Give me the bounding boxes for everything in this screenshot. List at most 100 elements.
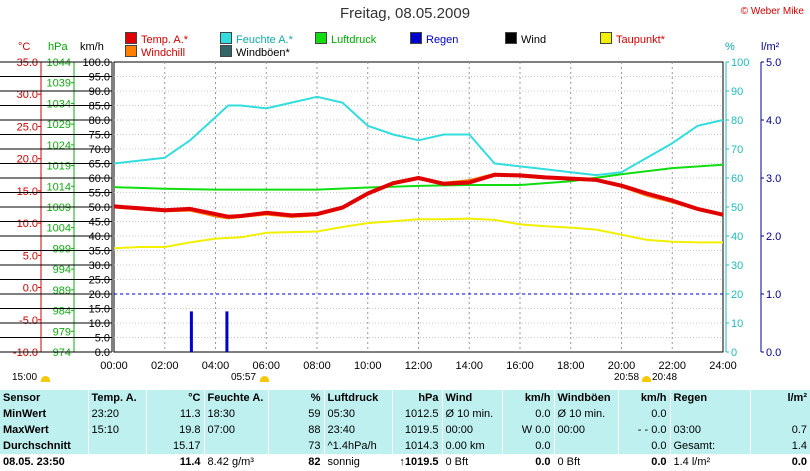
table-cell: Windböen [553,390,618,406]
table-cell: % [267,390,324,406]
sun-label-left: 15:00 [12,372,38,383]
table-cell: - - 0.0 [617,422,670,438]
temp-tick-label: 35.0 [17,57,38,69]
sunset-icon [642,376,651,382]
pressure-tick-label: 974 [53,347,71,359]
humidity-tick-label: 70 [731,144,743,156]
humidity-tick-label: 20 [731,289,743,301]
legend-label: Wind [521,34,547,46]
temp-tick-label: 30.0 [17,89,38,101]
table-cell: 8.42 g/m³ [203,454,268,470]
table-cell: Durchschnitt [3,440,71,452]
table-cell: 0.0 [501,454,554,470]
table-cell [203,438,268,454]
table-cell: 82 [267,454,324,470]
table-cell: 11.4 [145,454,204,470]
legend-label: Windchill [141,47,186,59]
humidity-tick-label: 50 [731,202,743,214]
rain-bar [189,311,193,352]
rain-tick-label: 3.0 [766,173,781,185]
x-tick-label: 20:00 [608,360,636,372]
rain-tick-label: 4.0 [766,115,781,127]
legend-item: Regen [410,32,458,46]
table-cell: 0.00 km [441,438,502,454]
humidity-tick-label: 0 [731,347,737,359]
table-cell: 11.3 [145,406,204,422]
legend-label: Luftdruck [331,34,377,46]
legend-label: Temp. A.* [141,34,189,46]
wind-tick-label: 15.0 [89,304,110,316]
table-cell: °C [145,390,204,406]
legend-swatch [410,32,422,44]
temp-tick-label: 25.0 [17,121,38,133]
series-line-temp-a- [113,172,724,219]
pressure-tick-label: 1019 [47,161,71,173]
legend-item: Wind [505,32,546,46]
legend-item: Feuchte A.* [220,32,293,46]
table-cell: 0.0 [501,438,554,454]
chart-axes: 00:00 02:00 04:00 06:00 08:00 10:00 12:00 14:00… [0,57,781,372]
table-row: MinWert 23:20 11.3 18:30 59 05:30 1012.5 Ø 10 m… [0,406,810,422]
humidity-tick-label: 60 [731,173,743,185]
table-cell: 1.4 l/m² [669,454,750,470]
pressure-tick-label: 994 [53,264,71,276]
table-cell [87,438,146,454]
table-row: Sensor Temp. A. °C Feuchte A.% Luftdruck hPa W… [0,390,810,406]
pressure-tick-label: 1034 [47,98,71,110]
wind-tick-label: 0.0 [95,347,110,359]
wind-tick-label: 20.0 [89,289,110,301]
x-tick-label: 18:00 [557,360,585,372]
table-cell: Regen [669,390,750,406]
x-tick-label: 16:00 [506,360,534,372]
x-tick-label: 08:00 [303,360,331,372]
wind-tick-label: 100.0 [82,57,110,69]
table-cell: 15.17 [145,438,204,454]
table-cell: 0.0 [749,454,810,470]
temp-tick-label: 15.0 [17,186,38,198]
legend-item: Windböen* [220,45,290,59]
legend-swatch [315,32,327,44]
table-row: MaxWert 15:10 19.8 07:00 88 23:40 1019.5 00:00 W… [0,422,810,438]
x-tick-label: 04:00 [202,360,230,372]
wind-tick-label: 25.0 [89,275,110,287]
wind-tick-label: 35.0 [89,246,110,258]
wind-tick-label: 30.0 [89,260,110,272]
x-tick-label: 02:00 [151,360,179,372]
legend-swatch [220,45,232,57]
weather-chart: 00:00 02:00 04:00 06:00 08:00 10:00 12:00 14:00… [0,57,781,372]
sun-icon-left [41,376,50,382]
rain-bar [225,311,229,352]
x-tick-label: 10:00 [354,360,382,372]
rain-tick-label: 1.0 [766,289,781,301]
table-cell: 05:30 [323,406,392,422]
table-row: Durchschnitt 15.17 73 ^1.4hPa/h 1014.3 0.00 k… [0,438,810,454]
table-row: 08.05. 23:50 11.4 8.42 g/m³ 82 sonnig ↑1019.5… [0,454,810,470]
series-line-feuchte-a- [113,95,724,177]
table-cell: 03:00 [669,422,750,438]
wind-tick-label: 45.0 [89,217,110,229]
table-cell: l/m² [749,390,810,406]
x-tick-label: 14:00 [455,360,483,372]
table-cell: km/h [501,390,554,406]
wind-tick-label: 55.0 [89,188,110,200]
pressure-tick-label: 984 [53,306,71,318]
x-tick-label: 22:00 [658,360,686,372]
table-cell: W 0.0 [501,422,554,438]
wind-tick-label: 5.0 [95,333,110,345]
unit-rain: l/m² [761,41,780,53]
table-cell: 23:20 [87,406,146,422]
pressure-tick-label: 989 [53,285,71,297]
table-cell: 1014.3 [391,438,442,454]
table-cell: 15:10 [87,422,146,438]
legend-item: Windchill [125,45,185,59]
table-cell: Temp. A. [87,390,146,406]
table-cell [749,406,810,422]
table-cell: 0.0 [617,438,670,454]
legend-item: Temp. A.* [125,32,188,46]
temp-tick-label: 5.0 [23,250,38,262]
temp-tick-label: -5.0 [19,315,38,327]
legend-label: Taupunkt* [616,34,665,46]
table-cell: ↑1019.5 [391,454,442,470]
table-cell: 0 Bft [441,454,502,470]
wind-tick-label: 90.0 [89,86,110,98]
